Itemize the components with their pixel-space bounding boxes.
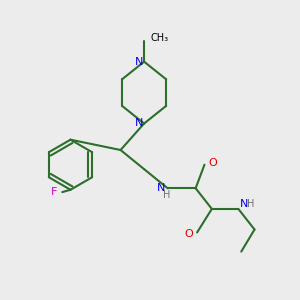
Text: N: N <box>157 183 165 193</box>
Text: H: H <box>163 190 170 200</box>
Text: CH₃: CH₃ <box>151 33 169 43</box>
Text: O: O <box>184 229 193 239</box>
Text: F: F <box>51 187 58 197</box>
Text: H: H <box>247 199 255 208</box>
Text: N: N <box>135 118 143 128</box>
Text: N: N <box>135 57 143 67</box>
Text: O: O <box>208 158 217 168</box>
Text: N: N <box>239 199 248 208</box>
